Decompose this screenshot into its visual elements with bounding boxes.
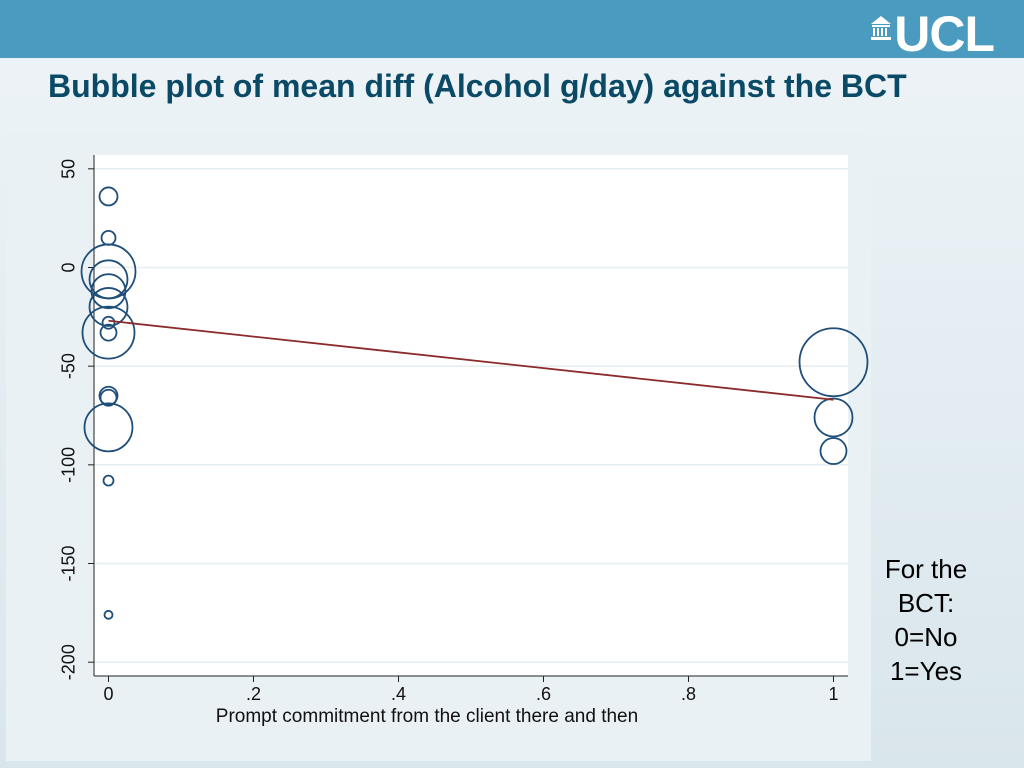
bubble-point [101, 315, 116, 330]
x-tick-label: .4 [391, 684, 406, 704]
bubble-point [99, 388, 118, 407]
bubble-point [90, 273, 127, 310]
bubble-chart: 50 0 -50 -100 -150 -200 0 .2 .4 .6 .8 1 Prompt commi… [59, 155, 869, 727]
x-tick-label: .2 [246, 684, 261, 704]
portico-icon [871, 16, 892, 40]
y-tick-label: -150 [59, 545, 79, 581]
header-bar: UCL [0, 0, 1024, 62]
bubble-point [798, 327, 869, 398]
bubble-point [99, 323, 118, 342]
bubble-point [83, 402, 134, 453]
bct-legend-note: For the BCT: 0=No 1=Yes [870, 552, 982, 688]
bubble-point [88, 259, 129, 300]
bubble-point [103, 609, 114, 620]
bubble-point [813, 397, 854, 438]
ucl-logo: UCL [870, 6, 995, 62]
x-tick-label: .6 [536, 684, 551, 704]
plot-area [94, 155, 848, 676]
y-tick-label: 0 [59, 262, 79, 272]
legend-note-line: For the [884, 554, 968, 584]
plot-panel: 50 0 -50 -100 -150 -200 0 .2 .4 .6 .8 1 Prompt commi… [6, 133, 871, 761]
logo-text: UCL [894, 6, 995, 62]
x-tick-label: 1 [828, 684, 838, 704]
bubble-point [88, 287, 129, 327]
legend-note-line: BCT: [897, 588, 955, 618]
y-tick-label: -50 [59, 353, 79, 379]
slide-title: Bubble plot of mean diff (Alcohol g/day)… [48, 68, 907, 104]
y-tick-label: -200 [59, 644, 79, 680]
legend-note-line: 1=Yes [889, 656, 963, 686]
bubble-point [81, 305, 136, 360]
bubble-point [98, 385, 119, 406]
bubble-point [102, 474, 115, 487]
x-axis-title: Prompt commitment from the client there … [216, 706, 638, 727]
bubble-point [98, 186, 119, 207]
fit-line [108, 319, 834, 401]
legend-note-line: 0=No [894, 622, 958, 652]
y-tick-label: 50 [59, 159, 79, 179]
x-tick-label: .8 [681, 684, 696, 704]
y-tick-label: -100 [59, 447, 79, 483]
x-tick-label: 0 [103, 684, 113, 704]
bubble-point [819, 437, 848, 465]
